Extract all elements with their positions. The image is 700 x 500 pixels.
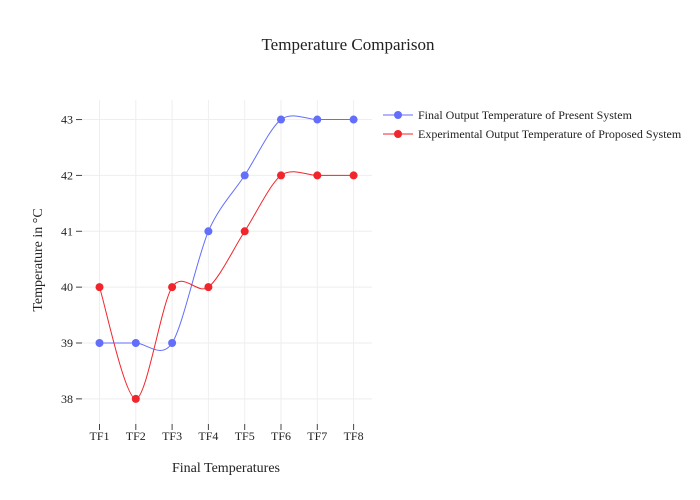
data-point[interactable] [204,283,213,292]
series-line [99,115,354,351]
x-tick-label: TF2 [126,429,146,443]
y-tick-label: 39 [61,336,73,350]
y-tick-label: 40 [61,280,73,294]
x-tick-label: TF5 [235,429,255,443]
y-tick-label: 43 [61,113,73,127]
legend-label: Experimental Output Temperature of Propo… [418,127,682,141]
legend-item-1[interactable]: Final Output Temperature of Present Syst… [383,108,633,122]
series-2 [95,171,358,403]
series-line [99,171,354,400]
chart-title: Temperature Comparison [261,35,435,54]
x-axis-label: Final Temperatures [172,461,280,476]
data-point[interactable] [95,339,104,347]
data-point[interactable] [240,171,249,180]
x-tick-label: TF4 [198,429,218,443]
data-point[interactable] [95,283,104,292]
y-axis-label: Temperature in °C [31,208,46,311]
data-point[interactable] [168,339,177,347]
data-point[interactable] [131,394,140,403]
legend-label: Final Output Temperature of Present Syst… [418,108,633,122]
y-tick-label: 42 [61,168,73,182]
x-tick-label: TF6 [271,429,291,443]
series-1 [95,115,358,351]
data-point[interactable] [349,115,358,124]
series-area [95,115,358,403]
data-point[interactable] [168,283,177,292]
x-tick-label: TF3 [162,429,182,443]
y-tick-label: 38 [61,392,73,406]
legend-item-2[interactable]: Experimental Output Temperature of Propo… [383,127,682,141]
data-point[interactable] [313,115,322,124]
legend-marker [394,111,402,119]
legend-marker [394,130,402,138]
data-point[interactable] [277,171,285,180]
legend[interactable]: Final Output Temperature of Present Syst… [383,108,682,141]
data-point[interactable] [277,115,285,124]
x-tick-label: TF8 [344,429,364,443]
data-point[interactable] [131,339,140,347]
x-tick-label: TF7 [307,429,327,443]
data-point[interactable] [204,227,213,236]
data-point[interactable] [313,171,322,180]
y-tick-label: 41 [61,224,73,238]
data-point[interactable] [240,227,249,236]
data-point[interactable] [349,171,358,180]
axes: TF1 TF2 TF3 TF4 TF5 TF6 TF7 TF8 38 39 40 41 42 43 [61,113,364,443]
x-tick-label: TF1 [89,429,109,443]
